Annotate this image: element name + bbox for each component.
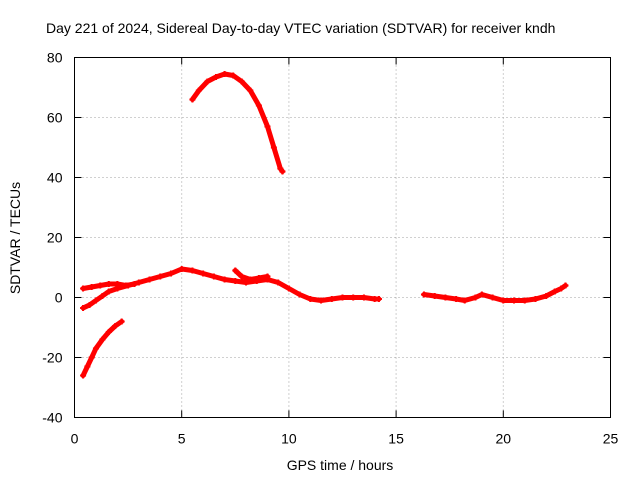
data-point [135,279,142,286]
data-point [350,294,357,301]
data-point [105,288,112,295]
data-point [461,297,468,304]
data-point [189,267,196,274]
y-tick-label: 20 [47,230,63,246]
x-tick-label: 10 [281,431,297,447]
y-tick-label: -20 [42,350,62,366]
data-point [92,297,99,304]
x-tick-label: 0 [71,431,79,447]
data-point [200,270,207,277]
data-point [296,291,303,298]
data-point [558,285,565,292]
data-point [500,297,507,304]
series-arc-6 [421,283,568,303]
data-point [221,71,228,77]
data-point [247,87,254,94]
data-point [80,305,87,311]
data-point [118,318,125,325]
data-point [97,282,104,289]
data-point [167,270,174,277]
grid [74,57,611,418]
y-tick-label: 60 [47,110,63,126]
data-point [264,123,271,130]
data-point [562,282,569,289]
chart-title: Day 221 of 2024, Sidereal Day-to-day VTE… [46,20,555,36]
series-arc-5 [232,268,270,282]
data-point [84,363,91,370]
data-point [360,294,367,301]
data-point [543,293,550,299]
data-point [521,297,528,304]
data-point [80,372,87,379]
data-point [307,296,314,302]
data-point [105,281,112,287]
x-tick-label: 25 [603,431,619,447]
data-point [247,276,254,283]
data-point [230,72,237,79]
x-axis: 0 5 10 15 20 25 [71,57,619,447]
data-point [99,336,106,343]
data-point [453,296,460,302]
data-point [195,87,202,94]
y-axis: -40 -20 0 20 40 60 80 [42,50,611,426]
data-point [255,275,262,281]
data-point [178,266,185,272]
data-point [238,78,245,85]
data-point [122,282,129,289]
data-point [431,293,438,299]
data-point [213,74,220,80]
data-point [232,278,239,284]
data-point [88,284,95,290]
data-point [88,354,95,361]
data-point [270,144,277,151]
data-point [204,78,211,85]
y-tick-label: 40 [47,170,63,186]
data-point [264,273,271,280]
y-tick-label: -40 [42,410,62,426]
x-tick-label: 15 [388,431,404,447]
data-point [478,291,485,298]
x-tick-label: 20 [496,431,512,447]
y-axis-label: SDTVAR / TECUs [7,182,23,294]
data-point [157,273,164,280]
data-point [375,296,382,302]
x-tick-label: 5 [178,431,186,447]
data-point [232,267,239,274]
data-point [489,294,496,301]
data-point [420,291,427,298]
data-point [532,296,539,302]
data-point [279,168,286,175]
data-point [112,323,119,329]
x-axis-label: GPS time / hours [287,457,394,473]
y-tick-label: 0 [55,290,63,306]
data-point [92,345,99,352]
data-point [221,276,228,283]
data-point [551,288,558,295]
data-point [255,102,262,109]
data-point [99,293,106,299]
data-point [275,279,282,286]
data-point [80,285,87,292]
data-point [285,285,292,292]
data-point [210,273,217,280]
data-series [80,71,569,379]
data-point [472,294,479,301]
data-point [318,297,325,304]
data-point [189,96,196,103]
data-point [339,294,346,301]
data-point [114,281,121,287]
data-point [131,281,138,287]
data-point [105,329,112,335]
y-tick-label: 80 [47,50,63,66]
series-arc-2 [189,71,285,174]
data-point [238,273,245,280]
data-point [86,302,93,308]
data-point [146,276,153,283]
data-point [442,294,449,301]
data-point [511,297,518,304]
data-point [328,296,335,302]
